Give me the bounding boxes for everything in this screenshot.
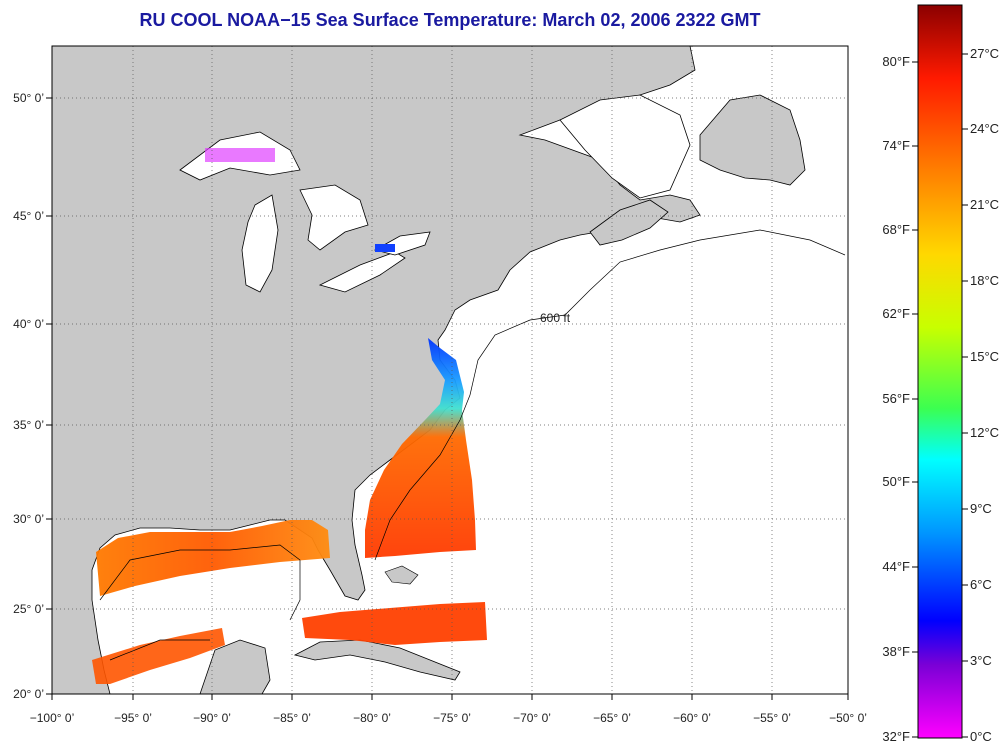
lake-erie xyxy=(318,251,406,293)
lat-tick-label: 30° 0’ xyxy=(13,512,44,526)
latitude-axis: 50° 0’ 45° 0’ 40° 0’ 35° 0’ 30° 0’ 25° 0’ 20° … xyxy=(13,91,52,701)
lon-tick-label: −60° 0’ xyxy=(673,711,711,725)
cb-f-label: 50°F xyxy=(882,474,910,489)
sst-florida-straits xyxy=(302,602,487,645)
lon-tick-label: −65° 0’ xyxy=(593,711,631,725)
lake-michigan xyxy=(241,194,279,293)
sst-gulf-south xyxy=(92,628,225,684)
colorbar-celsius-labels: 27°C 24°C 21°C 18°C 15°C 12°C 9°C 6°C 3°C 0°C xyxy=(962,46,999,744)
lon-tick-label: −80° 0’ xyxy=(353,711,391,725)
colorbar: 80°F 74°F 68°F 62°F 56°F 50°F 44°F 38°F 32°F 27°… xyxy=(882,4,999,744)
lon-tick-label: −90° 0’ xyxy=(193,711,231,725)
lat-tick-label: 45° 0’ xyxy=(13,209,44,223)
cb-f-label: 44°F xyxy=(882,559,910,574)
colorbar-fahrenheit-labels: 80°F 74°F 68°F 62°F 56°F 50°F 44°F 38°F 32°F xyxy=(882,54,918,744)
gulf-of-st-lawrence xyxy=(559,94,691,199)
sst-gulf-of-mexico xyxy=(96,520,330,596)
lat-tick-label: 20° 0’ xyxy=(13,687,44,701)
isobath-600ft xyxy=(99,229,846,661)
cb-c-label: 27°C xyxy=(970,46,999,61)
lon-tick-label: −70° 0’ xyxy=(513,711,551,725)
cb-f-label: 32°F xyxy=(882,729,910,744)
cb-c-label: 0°C xyxy=(970,729,992,744)
cb-f-label: 38°F xyxy=(882,644,910,659)
cb-c-label: 12°C xyxy=(970,425,999,440)
nova-scotia xyxy=(589,199,669,246)
lat-tick-label: 25° 0’ xyxy=(13,602,44,616)
longitude-axis: −100° 0’ −95° 0’ −90° 0’ −85° 0’ −80° 0’ −75°… xyxy=(30,694,867,725)
plot-frame xyxy=(51,45,849,695)
newfoundland xyxy=(699,94,806,186)
isobath-label: 600 ft xyxy=(540,311,571,325)
lon-tick-label: −95° 0’ xyxy=(114,711,152,725)
map-title: RU COOL NOAA−15 Sea Surface Temperature:… xyxy=(139,10,761,30)
bahamas xyxy=(384,565,419,585)
yucatan xyxy=(199,639,271,694)
lat-tick-label: 35° 0’ xyxy=(13,418,44,432)
graticule xyxy=(52,46,848,694)
cb-c-label: 6°C xyxy=(970,577,992,592)
lon-tick-label: −85° 0’ xyxy=(273,711,311,725)
lon-tick-label: −50° 0’ xyxy=(829,711,867,725)
colorbar-gradient xyxy=(917,4,963,739)
cb-f-label: 74°F xyxy=(882,138,910,153)
sst-atlantic-coast xyxy=(365,338,476,558)
cb-c-label: 15°C xyxy=(970,349,999,364)
lat-tick-label: 50° 0’ xyxy=(13,91,44,105)
map-body: 600 ft xyxy=(52,46,848,694)
cb-c-label: 3°C xyxy=(970,653,992,668)
lake-huron xyxy=(299,184,369,251)
cb-f-label: 56°F xyxy=(882,391,910,406)
lon-tick-label: −75° 0’ xyxy=(433,711,471,725)
cb-c-label: 9°C xyxy=(970,501,992,516)
lon-tick-label: −100° 0’ xyxy=(30,711,75,725)
lon-tick-label: −55° 0’ xyxy=(753,711,791,725)
cb-f-label: 80°F xyxy=(882,54,910,69)
cb-f-label: 62°F xyxy=(882,306,910,321)
cb-f-label: 68°F xyxy=(882,222,910,237)
cb-c-label: 21°C xyxy=(970,197,999,212)
sst-lake-superior xyxy=(205,148,275,162)
lat-tick-label: 40° 0’ xyxy=(13,317,44,331)
cb-c-label: 24°C xyxy=(970,121,999,136)
cb-c-label: 18°C xyxy=(970,273,999,288)
sst-lake-erie xyxy=(375,244,395,252)
